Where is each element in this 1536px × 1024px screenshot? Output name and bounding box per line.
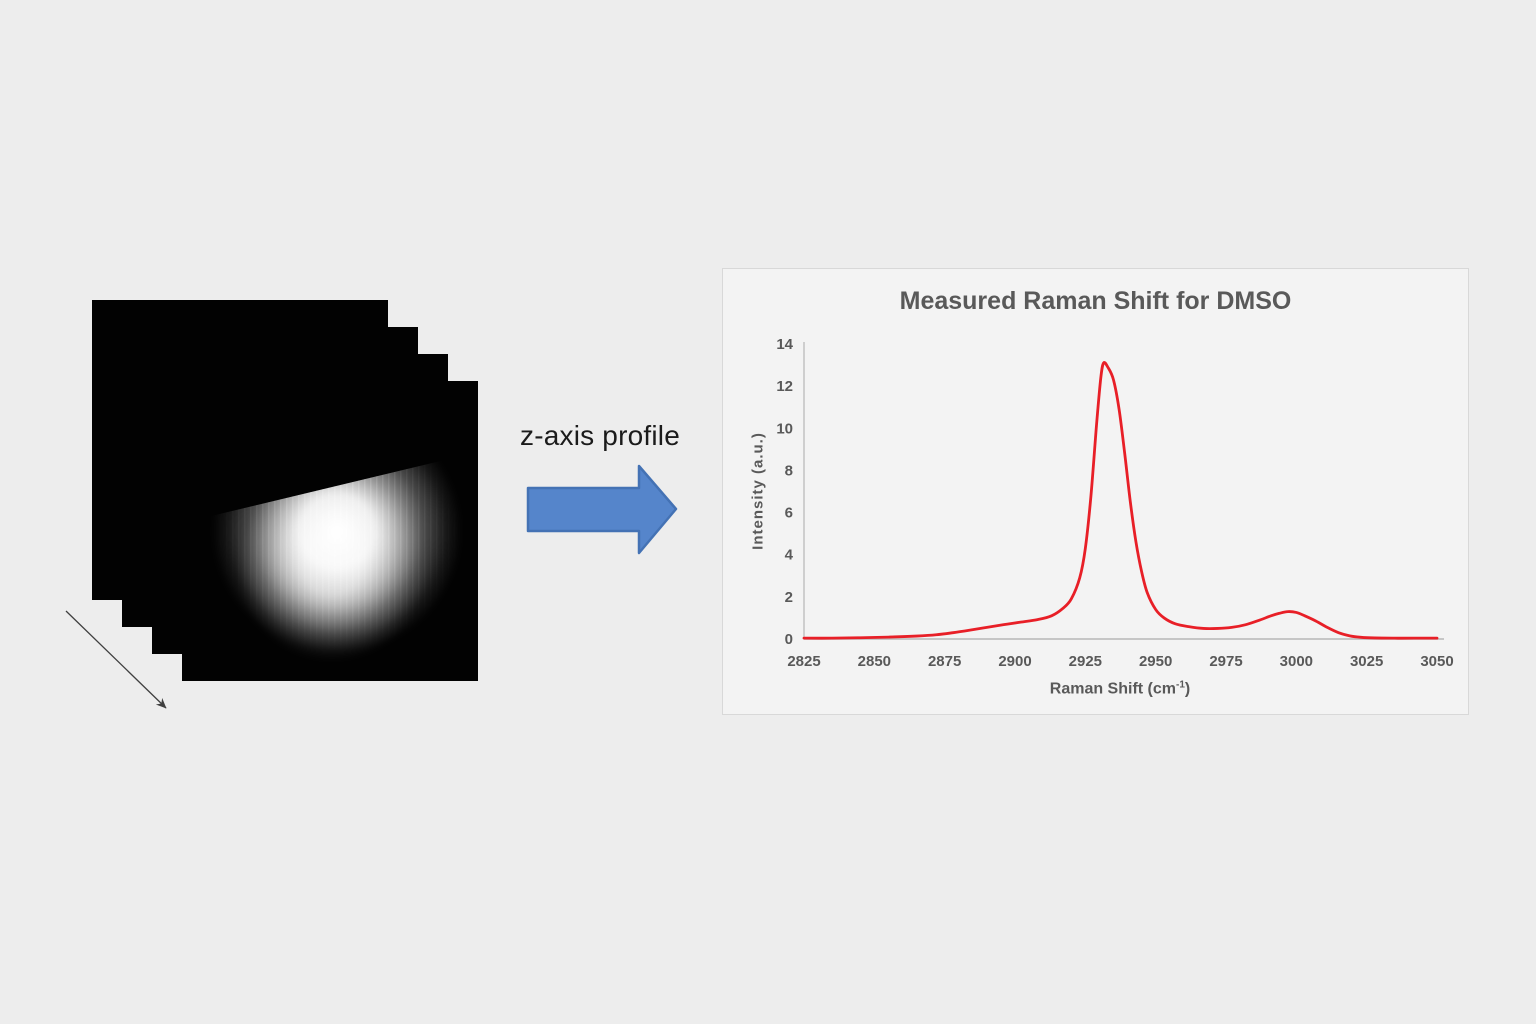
y-tick-label: 12 — [776, 378, 793, 395]
y-tick-label: 8 — [785, 462, 793, 479]
x-axis-label: Raman Shift (cm-1) — [1050, 679, 1190, 698]
fluorescence-blob-image — [202, 452, 462, 671]
x-tick-label: 2900 — [998, 653, 1031, 670]
z-depth-arrow-icon — [65, 610, 167, 709]
chart-panel: Measured Raman Shift for DMSO 0 2 4 6 8 10 12 1… — [722, 268, 1469, 715]
x-tick-label: 2950 — [1139, 653, 1172, 670]
x-tick-label: 2850 — [858, 653, 891, 670]
x-tick-label: 2975 — [1209, 653, 1242, 670]
spectrum-line — [802, 361, 1439, 640]
x-tick-label: 2875 — [928, 653, 961, 670]
x-tick-label: 2925 — [1069, 653, 1102, 670]
y-tick-label: 0 — [785, 631, 793, 648]
x-axis-label-text: Raman Shift (cm — [1049, 680, 1177, 698]
x-axis-label-superscript: -1 — [1176, 679, 1185, 691]
x-tick-label: 2825 — [787, 653, 820, 670]
flow-step-label: z-axis profile — [520, 420, 680, 451]
x-tick-label: 3050 — [1420, 653, 1453, 670]
y-tick-label: 10 — [776, 420, 793, 437]
y-tick-label: 2 — [785, 589, 793, 606]
y-tick-label: 4 — [785, 547, 794, 564]
x-axis-label-suffix: ) — [1184, 680, 1191, 698]
stack-layer-front — [182, 381, 478, 681]
y-axis-label: Intensity (a.u.) — [749, 432, 767, 550]
y-tick-label: 14 — [776, 336, 793, 353]
y-tick-label: 6 — [785, 505, 793, 522]
x-tick-label: 3025 — [1350, 653, 1383, 670]
x-tick-label: 3000 — [1280, 653, 1313, 670]
raman-spectrum-plot: 0 2 4 6 8 10 12 14 2825 2850 2875 2900 2925 2950 2975 3… — [776, 336, 1453, 670]
chart-title: Measured Raman Shift for DMSO — [899, 287, 1292, 315]
right-block-arrow-icon — [526, 464, 678, 555]
